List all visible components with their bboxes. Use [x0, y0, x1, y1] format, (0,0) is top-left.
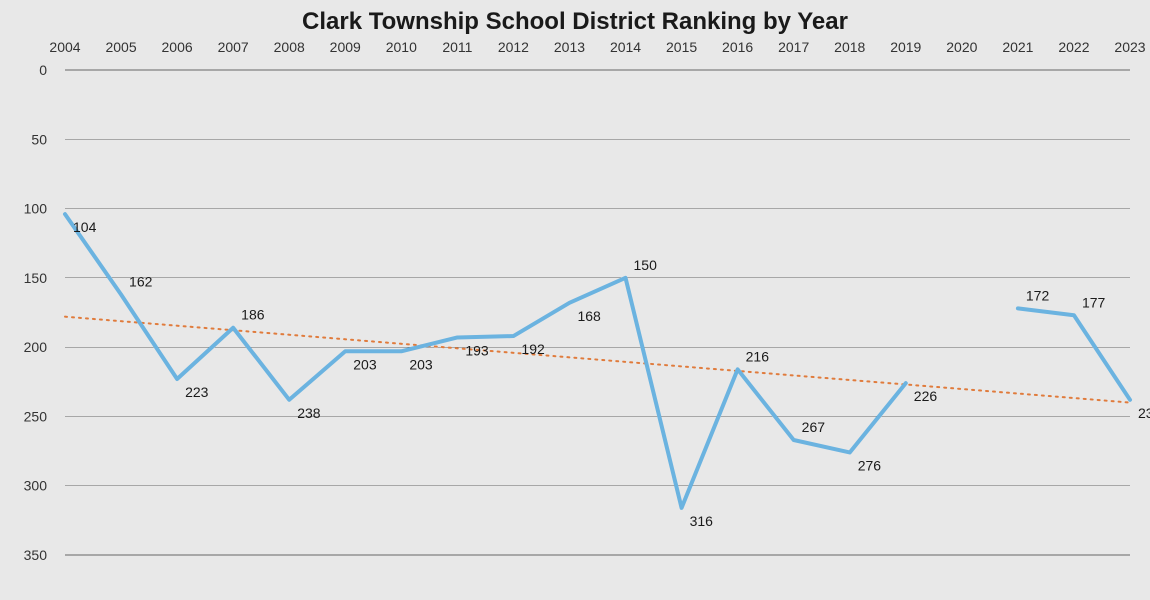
x-axis-label: 2005 — [105, 39, 136, 55]
data-label: 192 — [521, 341, 545, 357]
data-label: 223 — [185, 384, 209, 400]
data-label: 193 — [465, 342, 489, 358]
x-axis-label: 2014 — [610, 39, 641, 55]
data-label: 104 — [73, 219, 97, 235]
x-axis-label: 2020 — [946, 39, 977, 55]
trendline — [65, 317, 1130, 403]
y-axis-label: 350 — [24, 547, 48, 563]
x-axis-label: 2017 — [778, 39, 809, 55]
series-line — [1018, 308, 1130, 399]
chart-svg: 0 50 100 150 200 250 300 350 2004 2005 2006 2007 200… — [0, 0, 1150, 600]
x-axis-label: 2010 — [386, 39, 417, 55]
x-axis-label: 2022 — [1058, 39, 1089, 55]
data-label: 150 — [634, 257, 658, 273]
data-label: 177 — [1082, 294, 1106, 310]
x-axis-label: 2008 — [274, 39, 305, 55]
x-axis-label: 2009 — [330, 39, 361, 55]
y-axis-label: 150 — [24, 270, 48, 286]
data-label: 203 — [409, 356, 433, 372]
x-axis-label: 2016 — [722, 39, 753, 55]
x-axis-label: 2021 — [1002, 39, 1033, 55]
data-label: 316 — [690, 513, 714, 529]
y-axis-label: 300 — [24, 478, 48, 494]
x-axis-label: 2013 — [554, 39, 585, 55]
data-label: 238 — [297, 405, 321, 421]
x-axis-label: 2019 — [890, 39, 921, 55]
chart-title: Clark Township School District Ranking b… — [0, 8, 1150, 36]
y-axis-label: 0 — [39, 62, 47, 78]
data-label: 267 — [802, 419, 826, 435]
x-axis-label: 2004 — [49, 39, 80, 55]
y-axis-label: 50 — [31, 131, 47, 147]
y-axis-label: 200 — [24, 339, 48, 355]
data-label: 172 — [1026, 287, 1050, 303]
data-label: 162 — [129, 273, 153, 289]
x-axis-label: 2015 — [666, 39, 697, 55]
data-label: 203 — [353, 356, 377, 372]
data-label: 238 — [1138, 405, 1150, 421]
data-label: 276 — [858, 457, 882, 473]
x-axis-label: 2011 — [442, 39, 472, 55]
x-axis-label: 2006 — [162, 39, 193, 55]
y-axis-label: 250 — [24, 408, 48, 424]
chart-container: Clark Township School District Ranking b… — [0, 0, 1150, 600]
x-axis-label: 2007 — [218, 39, 249, 55]
data-label: 226 — [914, 388, 938, 404]
data-label: 168 — [577, 308, 601, 324]
y-axis-label: 100 — [24, 201, 48, 217]
x-axis-label: 2012 — [498, 39, 529, 55]
series-line — [65, 214, 906, 508]
x-axis-label: 2018 — [834, 39, 865, 55]
data-label: 216 — [746, 348, 770, 364]
data-label: 186 — [241, 307, 265, 323]
x-axis-label: 2023 — [1114, 39, 1145, 55]
